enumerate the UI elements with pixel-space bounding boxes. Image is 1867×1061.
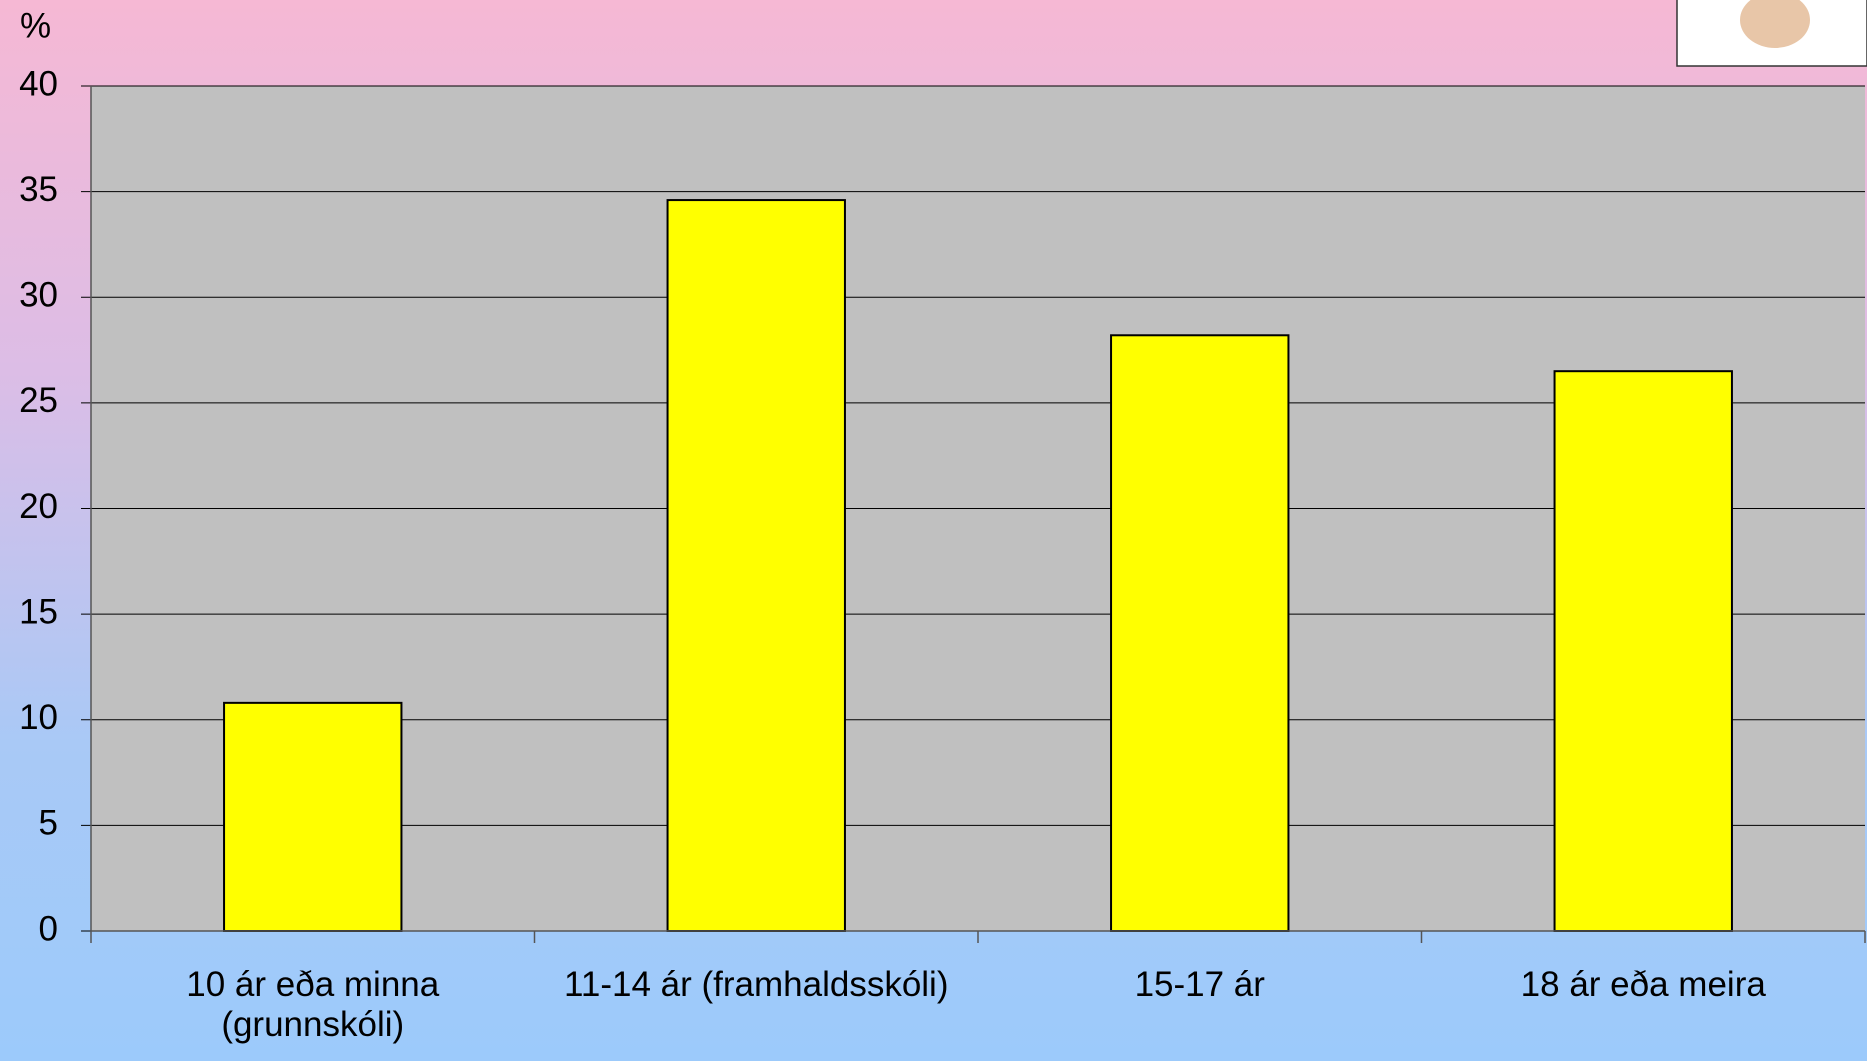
bar [224,703,401,931]
y-tick-label: 25 [19,381,58,420]
x-tick-label: 15-17 ár [978,965,1422,1005]
y-tick-label: 10 [19,698,58,737]
x-tick-label: 11-14 ár (framhaldsskóli) [535,965,979,1005]
y-tick-label: 40 [19,64,58,103]
y-tick-label: 0 [39,909,58,948]
x-tick-label: 18 ár eða meira [1422,965,1866,1005]
y-axis-label: % [20,6,51,45]
slide: % 0 5 10 15 20 25 30 35 40 10 ár eða minna (grun… [0,0,1867,1061]
x-tick-label: 10 ár eða minna (grunnskóli) [91,965,535,1045]
chart: % 0 5 10 15 20 25 30 35 40 [0,0,1867,1061]
y-tick-label: 5 [39,804,58,843]
y-tick-label: 30 [19,276,58,315]
bar [1111,335,1288,931]
bar [668,200,845,931]
bar [1555,371,1732,931]
y-tick-label: 20 [19,487,58,526]
y-tick-label: 35 [19,170,58,209]
y-tick-label: 15 [19,592,58,631]
